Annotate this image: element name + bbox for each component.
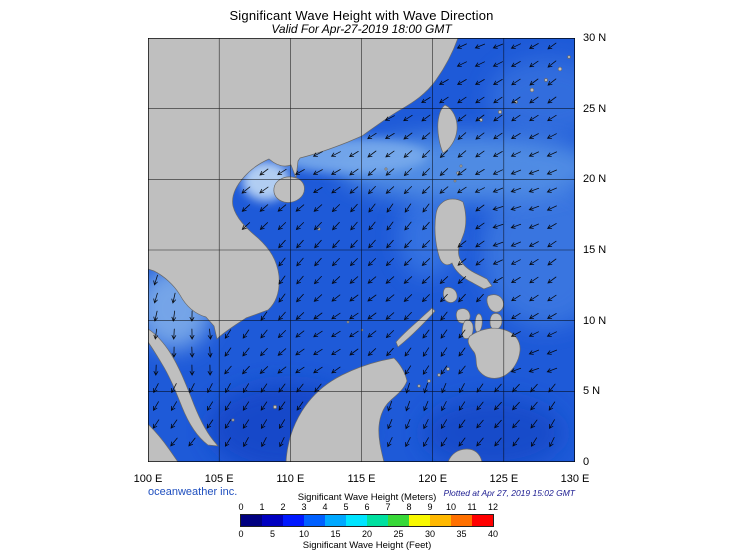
landmasses xyxy=(148,38,571,462)
island-dot-sulu xyxy=(417,384,421,388)
page-title: Significant Wave Height with Wave Direct… xyxy=(229,8,494,23)
lat-label: 20 N xyxy=(583,173,607,186)
wave-direction-arrows xyxy=(152,42,558,448)
colorbar-segment xyxy=(304,515,325,526)
shade-celebes-sea xyxy=(423,398,563,462)
island-dot-sulu xyxy=(437,373,441,377)
colorbar-tick: 10 xyxy=(298,529,310,539)
lon-label: 125 E xyxy=(489,473,519,485)
colorbar-segment xyxy=(451,515,472,526)
colorbar-tick: 8 xyxy=(406,502,412,512)
lon-label: 115 E xyxy=(347,473,376,485)
island-dot-pratas xyxy=(384,167,388,171)
island-dot-batanes xyxy=(453,179,457,183)
island-dot-ryukyu xyxy=(557,66,563,72)
land-hainan xyxy=(273,176,305,203)
island-dot-ryukyu xyxy=(498,110,502,114)
colorbar-segment xyxy=(283,515,304,526)
lon-label: 130 E xyxy=(560,473,590,485)
colorbar-tick: 1 xyxy=(259,502,265,512)
colorbar-tick: 0 xyxy=(238,502,244,512)
plotted-timestamp: Plotted at Apr 27, 2019 15:02 GMT xyxy=(443,488,575,498)
colorbar-tick: 5 xyxy=(269,529,276,539)
land-malay-peninsula xyxy=(148,328,219,447)
lon-label: 100 E xyxy=(133,473,163,485)
colorbar-tick: 5 xyxy=(343,502,349,512)
colorbar-tick: 35 xyxy=(456,529,467,539)
colorbar-title-feet: Significant Wave Height (Feet) xyxy=(302,540,432,551)
lat-label: 30 N xyxy=(583,32,607,44)
colorbar-tick: 3 xyxy=(301,502,307,512)
land-taiwan xyxy=(437,104,458,154)
colorbar-tick: 2 xyxy=(280,502,286,512)
land-borneo xyxy=(285,357,408,462)
island-dot-natuna xyxy=(273,405,277,409)
colorbar-meters-ticks: 0 1 2 3 4 5 6 7 8 9 10 11 12 xyxy=(238,502,498,513)
island-dot-sulu xyxy=(446,367,450,371)
island-dot-ryukyu xyxy=(567,55,571,59)
map-canvas xyxy=(148,38,575,462)
colorbar-tick: 25 xyxy=(393,529,404,539)
colorbar-segment xyxy=(367,515,388,526)
land-palawan xyxy=(395,307,436,348)
island-dot-ryukyu xyxy=(529,87,535,93)
colorbar-tick: 0 xyxy=(238,529,244,539)
lat-label: 0 xyxy=(583,456,590,468)
land-leyte xyxy=(489,313,503,330)
land-samar xyxy=(486,294,504,313)
colorbar-tick: 40 xyxy=(487,529,499,539)
island-dot-batanes xyxy=(459,164,463,168)
colorbar-segment xyxy=(346,515,367,526)
colorbar-tick: 6 xyxy=(364,502,370,512)
colorbar-tick: 7 xyxy=(385,502,391,512)
colorbar-segment xyxy=(430,515,451,526)
colorbar-tick: 20 xyxy=(361,529,373,539)
colorbar xyxy=(240,514,494,527)
island-dot-ryukyu xyxy=(479,118,483,122)
colorbar-tick: 12 xyxy=(487,502,499,512)
colorbar-segment xyxy=(241,515,262,526)
island-dot-spratly xyxy=(346,320,350,324)
colorbar-tick: 9 xyxy=(427,502,433,512)
wave-arrow-glyphs xyxy=(152,42,558,448)
colorbar-segment xyxy=(262,515,283,526)
lon-label: 110 E xyxy=(276,473,305,485)
colorbar-tick: 30 xyxy=(424,529,436,539)
colorbar-tick: 15 xyxy=(330,529,341,539)
colorbar-tick: 11 xyxy=(467,502,477,512)
land-mainland-asia xyxy=(148,38,459,340)
lon-label: 105 E xyxy=(204,473,234,485)
lat-label: 10 N xyxy=(583,314,607,327)
land-mindoro xyxy=(442,287,458,303)
lon-label: 120 E xyxy=(418,473,448,485)
shade-northeast-pacific xyxy=(488,58,575,138)
colorbar-segment xyxy=(409,515,430,526)
island-dot-ryukyu xyxy=(544,78,548,82)
valid-time-subtitle: Valid For Apr-27-2019 18:00 GMT xyxy=(271,22,452,36)
land-luzon xyxy=(434,198,493,290)
shade-philippine-sea xyxy=(481,178,575,328)
lat-label: 25 N xyxy=(583,102,607,115)
colorbar-title-meters: Significant Wave Height (Meters) xyxy=(297,492,437,503)
island-dot-anambas xyxy=(231,418,235,422)
colorbar-segment xyxy=(472,515,493,526)
oceanweather-credit: oceanweather inc. xyxy=(148,486,238,498)
colorbar-segment xyxy=(325,515,346,526)
lat-label: 5 N xyxy=(583,385,601,398)
colorbar-segment xyxy=(388,515,409,526)
colorbar-feet-ticks: 0 5 10 15 20 25 30 35 40 xyxy=(238,529,498,540)
island-dot-sulu xyxy=(427,379,431,383)
land-sulawesi xyxy=(447,448,483,462)
grid-lines xyxy=(148,38,575,462)
colorbar-tick: 4 xyxy=(322,502,328,512)
lat-label: 15 N xyxy=(583,244,607,256)
colorbar-tick: 10 xyxy=(445,502,457,512)
